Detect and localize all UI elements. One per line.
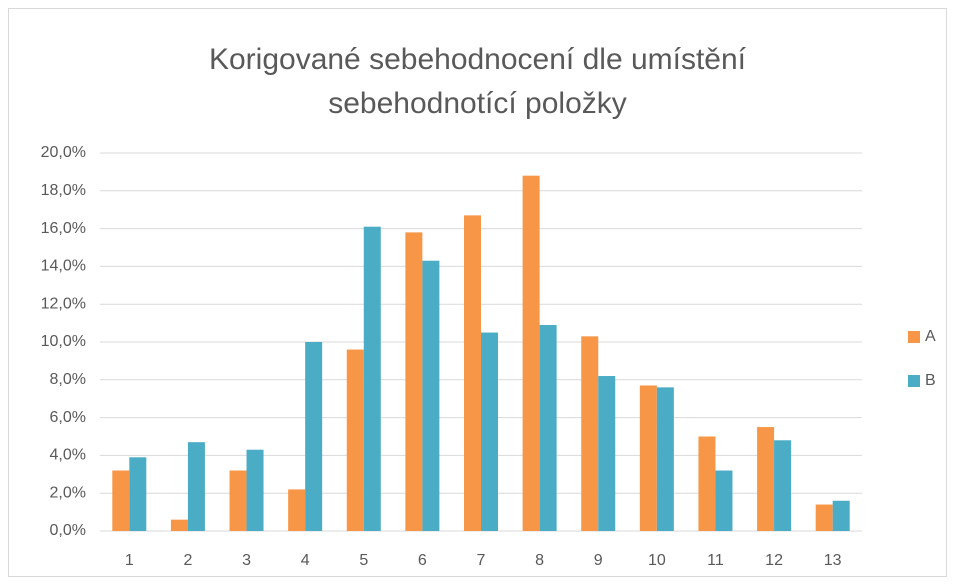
bar [363,226,381,531]
y-tick-label: 16,0% [41,220,86,237]
legend-swatch [908,375,920,387]
bar [539,324,557,531]
x-tick-label: 8 [535,552,544,569]
y-tick-label: 18,0% [41,182,86,199]
bar [639,385,657,531]
y-tick-label: 4,0% [50,447,86,464]
bar [129,457,147,531]
bar [464,215,481,531]
bar [229,470,247,531]
bar [656,387,674,531]
bar [522,175,540,531]
bar [405,232,423,531]
bar [598,376,616,531]
x-tick-label: 2 [183,552,192,569]
bar [305,342,323,531]
x-tick-label: 1 [125,552,134,569]
bar [698,436,716,531]
bar [774,440,792,531]
bar [422,260,440,531]
bar [170,519,188,531]
bar [346,349,364,531]
bar [715,470,733,531]
x-tick-label: 6 [418,552,427,569]
x-tick-label: 3 [242,552,251,569]
legend-swatch [908,331,920,343]
bar [832,500,850,531]
x-tick-label: 9 [594,552,603,569]
bar [112,470,130,531]
bar [288,489,306,531]
x-tick-label: 10 [648,552,666,569]
bar [757,427,775,531]
chart-title: Korigované sebehodnocení dle umístění se… [208,43,747,120]
bar [187,442,205,531]
legend-label: B [925,372,936,389]
bar [246,449,264,531]
y-tick-label: 10,0% [41,333,86,350]
y-tick-label: 2,0% [50,484,86,501]
y-tick-label: 6,0% [50,409,86,426]
x-tick-label: 4 [301,552,310,569]
x-tick-label: 13 [824,552,842,569]
bar [815,504,833,531]
y-tick-label: 8,0% [50,371,86,388]
x-tick-label: 5 [359,552,368,569]
y-tick-label: 12,0% [41,295,86,312]
x-tick-label: 7 [477,552,486,569]
bar [481,332,498,531]
x-tick-label: 11 [707,552,724,569]
y-tick-label: 14,0% [41,258,86,275]
legend-label: A [925,328,936,345]
y-tick-label: 0,0% [50,522,86,539]
x-tick-label: 12 [765,552,783,569]
bar [581,336,599,531]
y-tick-label: 20,0% [41,144,86,161]
